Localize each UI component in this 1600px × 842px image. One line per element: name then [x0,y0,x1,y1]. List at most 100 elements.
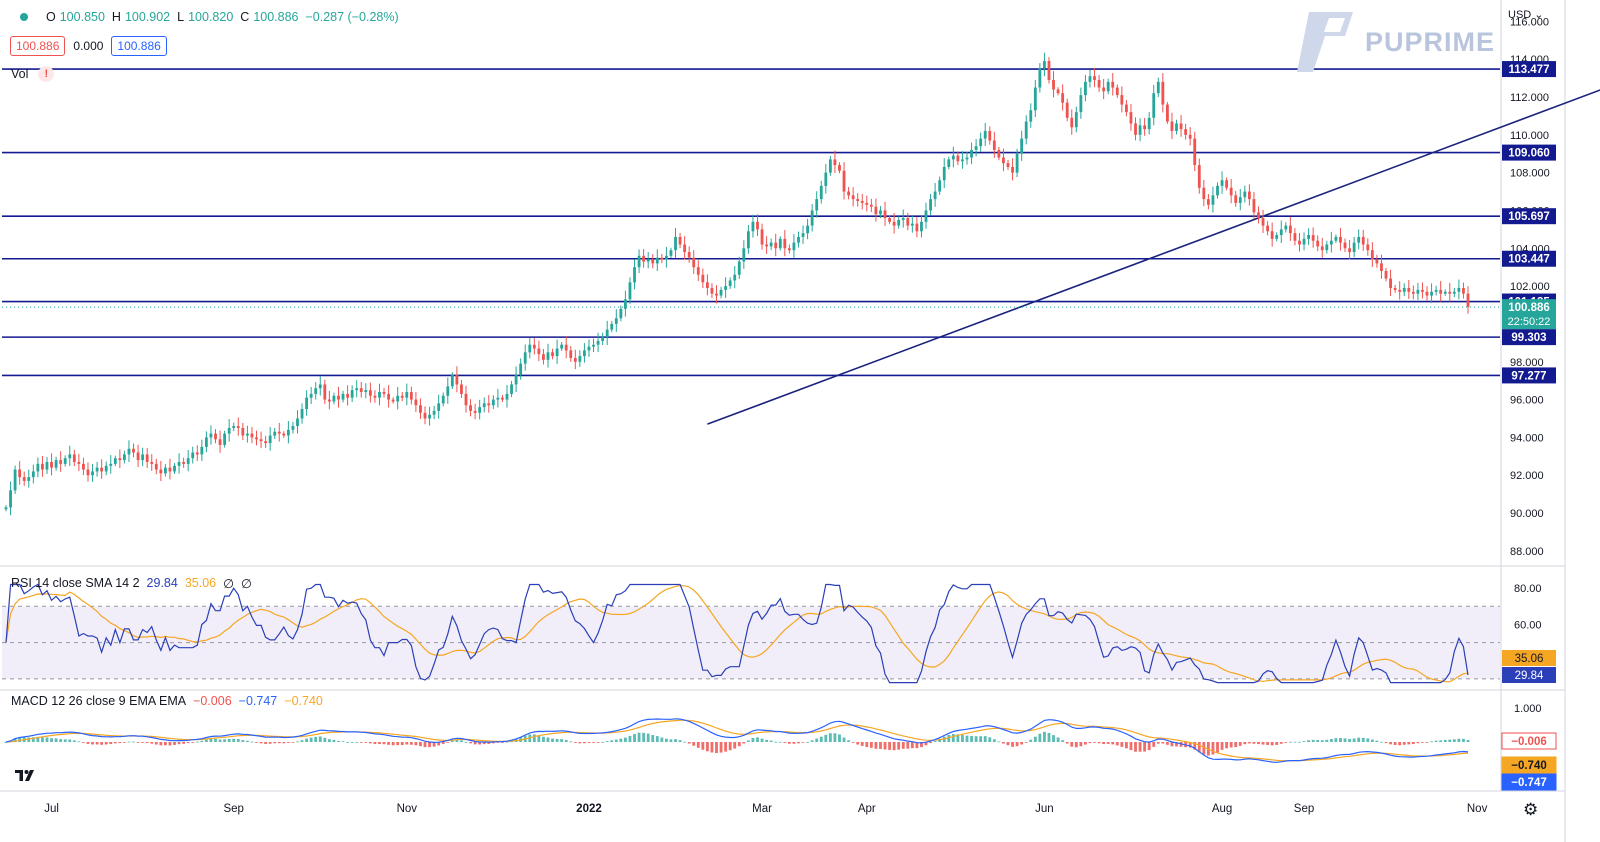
candle-body [118,458,122,461]
macd-histogram-bar [1443,739,1447,742]
macd-histogram-bar [1384,742,1388,743]
candle-body [1302,238,1306,245]
candle-body [1170,121,1174,132]
candle [1115,84,1119,98]
macd-histogram-bar [1152,742,1156,747]
macd-histogram-bar [828,733,832,742]
warning-icon[interactable]: ! [38,66,55,82]
candle [1398,281,1402,300]
candle-body [724,286,728,290]
macd-legend[interactable]: MACD 12 26 close 9 EMA EMA −0.006 −0.747… [11,694,323,708]
candle-body [159,469,163,474]
candle [1439,281,1443,302]
macd-histogram-bar [286,742,290,743]
candle-body [692,257,696,268]
candle-body [1270,231,1274,239]
macd-histogram-bar [642,732,646,742]
macd-histogram-bar [378,742,381,745]
candle [31,464,35,484]
candle [1339,228,1342,251]
macd-histogram-bar [605,741,609,742]
candle-body [150,461,154,464]
macd-histogram-bar [869,742,873,748]
candle-body [305,397,309,410]
y-tick-label: 108.000 [1510,168,1550,180]
candle [546,343,550,368]
candle-body [359,388,363,393]
candle [1152,84,1156,126]
candle [664,247,668,268]
volume-legend[interactable]: Vol ! [11,66,55,82]
macd-histogram-bar [113,742,117,744]
candle [924,202,928,229]
macd-histogram-bar [778,741,782,743]
candle-body [1011,166,1014,173]
settings-gear-icon[interactable]: ⚙ [1523,800,1539,819]
candle [1366,238,1370,256]
candle [1425,286,1429,301]
candle-body [970,149,973,158]
macd-histogram-bar [560,739,564,742]
candle [605,320,609,346]
macd-histogram-bar [628,735,632,742]
candle [778,236,782,251]
macd-histogram-bar [970,735,973,742]
candle [195,445,199,461]
macd-histogram-bar [769,740,773,742]
candle [1079,87,1083,119]
candle [742,240,746,269]
macd-histogram-bar [687,742,691,744]
tradingview-logo-icon[interactable] [10,762,40,788]
candle [118,449,122,469]
candle-body [154,463,158,470]
candle-body [1375,259,1379,264]
macd-histogram-bar [232,738,236,742]
macd-histogram-bar [419,742,422,747]
candle [332,392,336,405]
macd-histogram-bar [1389,742,1392,745]
high-value: 100.902 [124,10,171,24]
candle [696,260,700,282]
x-tick-label: Jul [44,803,59,815]
candle [505,385,509,408]
currency-selector[interactable]: USD ⌄ [1508,8,1544,21]
macd-histogram-bar [1238,742,1242,746]
candle [168,458,172,480]
rsi-legend[interactable]: RSI 14 close SMA 14 2 29.84 35.06 ∅ ∅ [11,576,252,591]
buy-price-button[interactable]: 100.886 [111,36,167,56]
candle [674,228,677,259]
macd-histogram-bar [1361,737,1365,742]
candle-body [214,433,217,440]
level-tag-label: 97.277 [1511,370,1546,382]
candle [551,348,554,360]
candle-body [879,210,882,215]
candle [446,377,450,404]
candle-body [1033,87,1037,111]
sell-price-button[interactable]: 100.886 [10,36,66,56]
candle [368,382,372,403]
macd-histogram-bar [1175,742,1178,747]
candle-body [250,433,254,438]
candle-body [255,437,258,440]
candle [646,252,650,269]
currency-label: USD [1508,9,1532,21]
macd-histogram-bar [18,737,22,742]
macd-histogram-bar [651,735,655,742]
candle-body [510,384,513,394]
macd-tag-label: −0.747 [1511,777,1547,789]
candle [382,387,386,398]
candle-body [63,458,67,464]
brand-name: PUPRIME [1365,26,1496,57]
candle [724,277,728,298]
candle-body [751,221,755,232]
macd-histogram-bar [901,742,905,749]
candle-body [100,467,104,472]
macd-histogram-bar [86,742,90,744]
level-tag-bg [1502,250,1556,267]
candle-body [455,374,459,385]
macd-histogram-bar [77,741,81,743]
candle [655,249,659,272]
candle [191,446,195,464]
candle [218,430,222,453]
